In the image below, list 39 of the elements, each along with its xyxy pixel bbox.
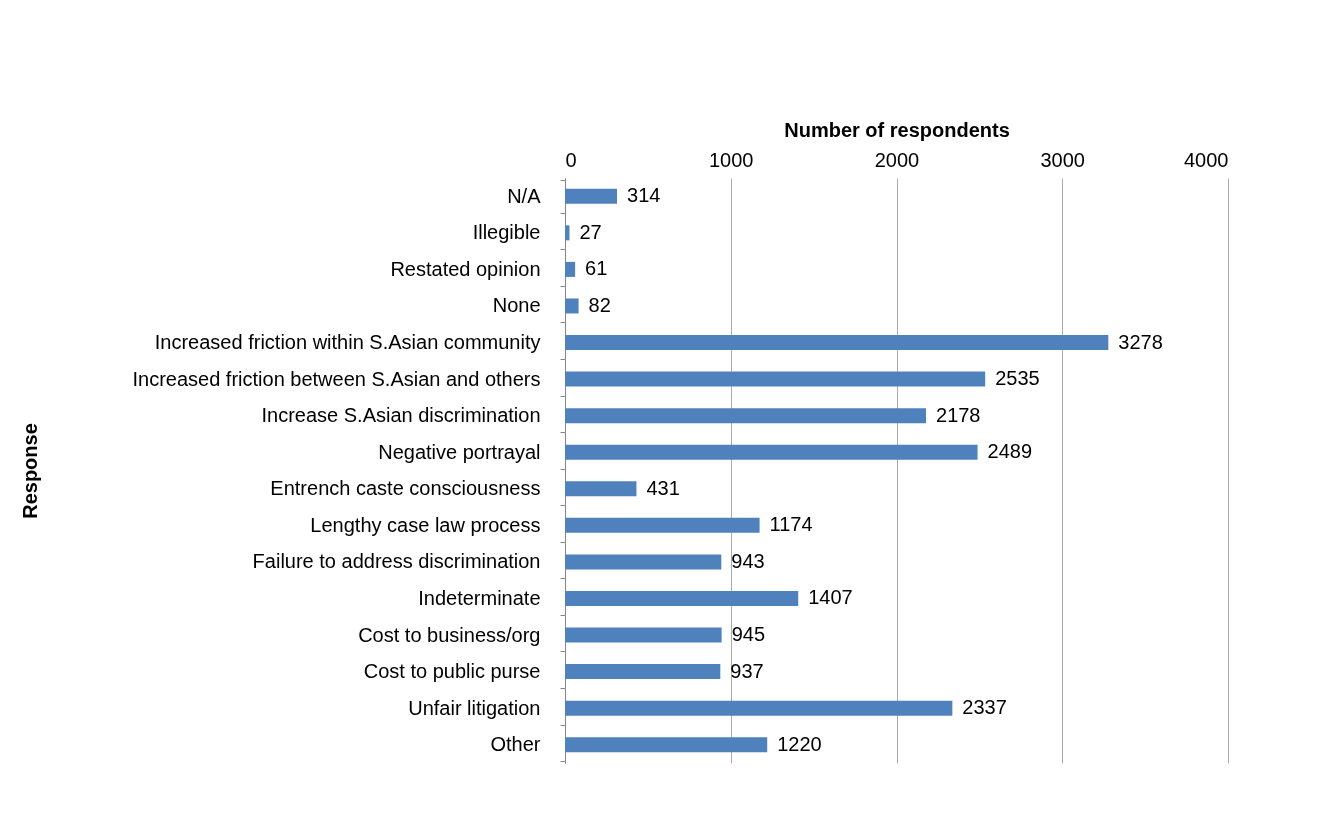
data-label: 27	[579, 220, 602, 243]
y-tick-label: N/A	[507, 184, 542, 207]
y-tick-label: Cost to business/org	[358, 623, 541, 646]
data-label: 3278	[1118, 330, 1163, 353]
y-tick-label: Other	[490, 733, 541, 756]
data-label: 937	[730, 659, 764, 682]
data-label: 1220	[777, 732, 822, 755]
x-tick-label: 4000	[1184, 148, 1229, 171]
y-tick-label: Restated opinion	[390, 257, 541, 280]
y-tick-label: Unfair litigation	[408, 696, 541, 719]
y-tick-label: Failure to address discrimination	[252, 550, 541, 573]
data-label: 2535	[995, 367, 1040, 390]
x-tick-label: 3000	[1040, 148, 1085, 171]
y-tick-label: Indeterminate	[418, 586, 541, 609]
y-tick-label: None	[492, 294, 541, 317]
data-label: 1407	[808, 586, 853, 609]
x-axis-title: Number of respondents	[784, 118, 1010, 141]
data-label: 61	[585, 257, 608, 280]
y-tick-label: Increased friction within S.Asian community	[154, 331, 541, 354]
data-label: 2178	[936, 403, 981, 426]
data-label: 2489	[987, 440, 1033, 463]
data-label: 943	[731, 549, 765, 572]
x-tick-label: 0	[565, 148, 577, 171]
x-tick-label: 1000	[709, 148, 754, 171]
data-label: 82	[588, 293, 611, 316]
data-label: 314	[627, 184, 661, 207]
y-tick-label: Increased friction between S.Asian and others	[132, 367, 541, 390]
y-axis-title: Response	[18, 423, 41, 519]
data-label: 945	[731, 623, 766, 646]
y-tick-label: Cost to public purse	[363, 660, 541, 683]
y-tick-label: Lengthy case law process	[310, 513, 541, 536]
data-label: 431	[646, 476, 680, 499]
y-tick-label: Increase S.Asian discrimination	[261, 404, 541, 427]
y-tick-label: Illegible	[472, 221, 541, 244]
data-label: 1174	[769, 513, 813, 536]
x-tick-label: 2000	[874, 148, 920, 171]
y-tick-label: Negative portrayal	[378, 440, 541, 463]
data-label: 2337	[962, 696, 1007, 719]
y-tick-label: Entrench caste consciousness	[270, 477, 541, 500]
